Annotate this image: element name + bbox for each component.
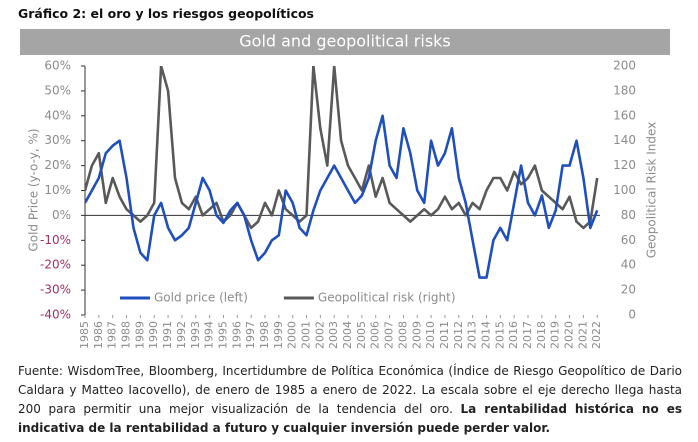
y-tick-label: 20% (44, 158, 71, 172)
x-tick-label: 2021 (576, 321, 589, 349)
y-axis-title: Gold Price (y-o-y, %) (27, 128, 41, 251)
x-tick-label: 2010 (424, 321, 437, 349)
y-tick-label: 40% (44, 108, 71, 122)
x-tick-label: 1987 (106, 321, 119, 349)
x-tick-label: 1995 (216, 321, 229, 349)
y-tick-label: -40% (40, 308, 71, 322)
y-tick-label: -20% (40, 258, 71, 272)
y2-tick-label: 160 (613, 108, 636, 122)
x-tick-label: 1990 (147, 321, 160, 349)
chart-title: Gold and geopolitical risks (239, 32, 451, 51)
x-tick-label: 1993 (189, 321, 202, 349)
y2-tick-label: 0 (628, 308, 636, 322)
series-line (85, 66, 599, 230)
x-tick-label: 1997 (244, 321, 257, 349)
y-tick-label: -10% (40, 233, 71, 247)
x-tick-label: 2019 (549, 321, 562, 349)
y2-tick-label: 40 (621, 258, 636, 272)
x-tick-label: 2002 (313, 321, 326, 349)
legend-label: Gold price (left) (154, 291, 248, 305)
y2-tick-label: 80 (621, 208, 636, 222)
x-tick-label: 1989 (133, 321, 146, 349)
x-tick-label: 2011 (438, 321, 451, 349)
y-tick-label: -30% (40, 283, 71, 297)
x-tick-label: 2020 (563, 321, 576, 349)
chart: Gold and geopolitical risks Gold Price (… (20, 29, 670, 349)
x-tick-label: 2009 (410, 321, 423, 349)
x-tick-label: 1988 (120, 321, 133, 349)
x-tick-label: 2007 (383, 321, 396, 349)
footnote-bold: La rentabilidad histórica no es indicati… (18, 402, 682, 435)
y2-tick-label: 120 (613, 158, 636, 172)
x-tick-label: 1992 (175, 321, 188, 349)
series-line (85, 114, 599, 279)
x-tick-label: 2006 (369, 321, 382, 349)
x-tick-label: 2001 (300, 321, 313, 349)
y2-tick-label: 200 (613, 59, 636, 73)
footnote: Fuente: WisdomTree, Bloomberg, Incertidu… (18, 362, 682, 438)
plot (85, 66, 599, 279)
x-tick-label: 1999 (272, 321, 285, 349)
x-tick-label: 2005 (355, 321, 368, 349)
x-tick-label: 2012 (452, 321, 465, 349)
heading: Gráfico 2: el oro y los riesgos geopolít… (18, 6, 315, 21)
title-bar (20, 29, 670, 55)
x-tick-label: 1986 (92, 321, 105, 349)
x-tick-label: 2004 (341, 321, 354, 349)
x-tick-label: 2000 (286, 321, 299, 349)
x-tick-label: 2008 (396, 321, 409, 349)
x-tick-label: 1985 (78, 321, 91, 349)
x-tick-label: 1994 (203, 321, 216, 349)
y2-tick-label: 180 (613, 83, 636, 97)
y-tick-label: 0% (52, 208, 71, 222)
x-tick-label: 2016 (507, 321, 520, 349)
x-tick-label: 2003 (327, 321, 340, 349)
y2-tick-label: 60 (621, 233, 636, 247)
x-tick-label: 2018 (535, 321, 548, 349)
y-tick-label: 30% (44, 133, 71, 147)
y2-axis-title: Geopolitical Risk Index (645, 122, 659, 259)
x-tick-label: 1991 (161, 321, 174, 349)
x-tick-label: 2015 (493, 321, 506, 349)
y2-tick-label: 20 (621, 283, 636, 297)
y-tick-label: 60% (44, 59, 71, 73)
y2-tick-label: 100 (613, 183, 636, 197)
x-tick-label: 1998 (258, 321, 271, 349)
x-tick-label: 1996 (230, 321, 243, 349)
x-tick-label: 2014 (479, 321, 492, 349)
y-tick-label: 50% (44, 83, 71, 97)
legend-label: Geopolitical risk (right) (318, 291, 456, 305)
y-tick-label: 10% (44, 183, 71, 197)
x-tick-label: 2013 (466, 321, 479, 349)
x-tick-label: 2022 (590, 321, 603, 349)
x-tick-label: 2017 (521, 321, 534, 349)
footnote-text: Fuente: WisdomTree, Bloomberg, Incertidu… (18, 364, 682, 416)
y2-tick-label: 140 (613, 133, 636, 147)
